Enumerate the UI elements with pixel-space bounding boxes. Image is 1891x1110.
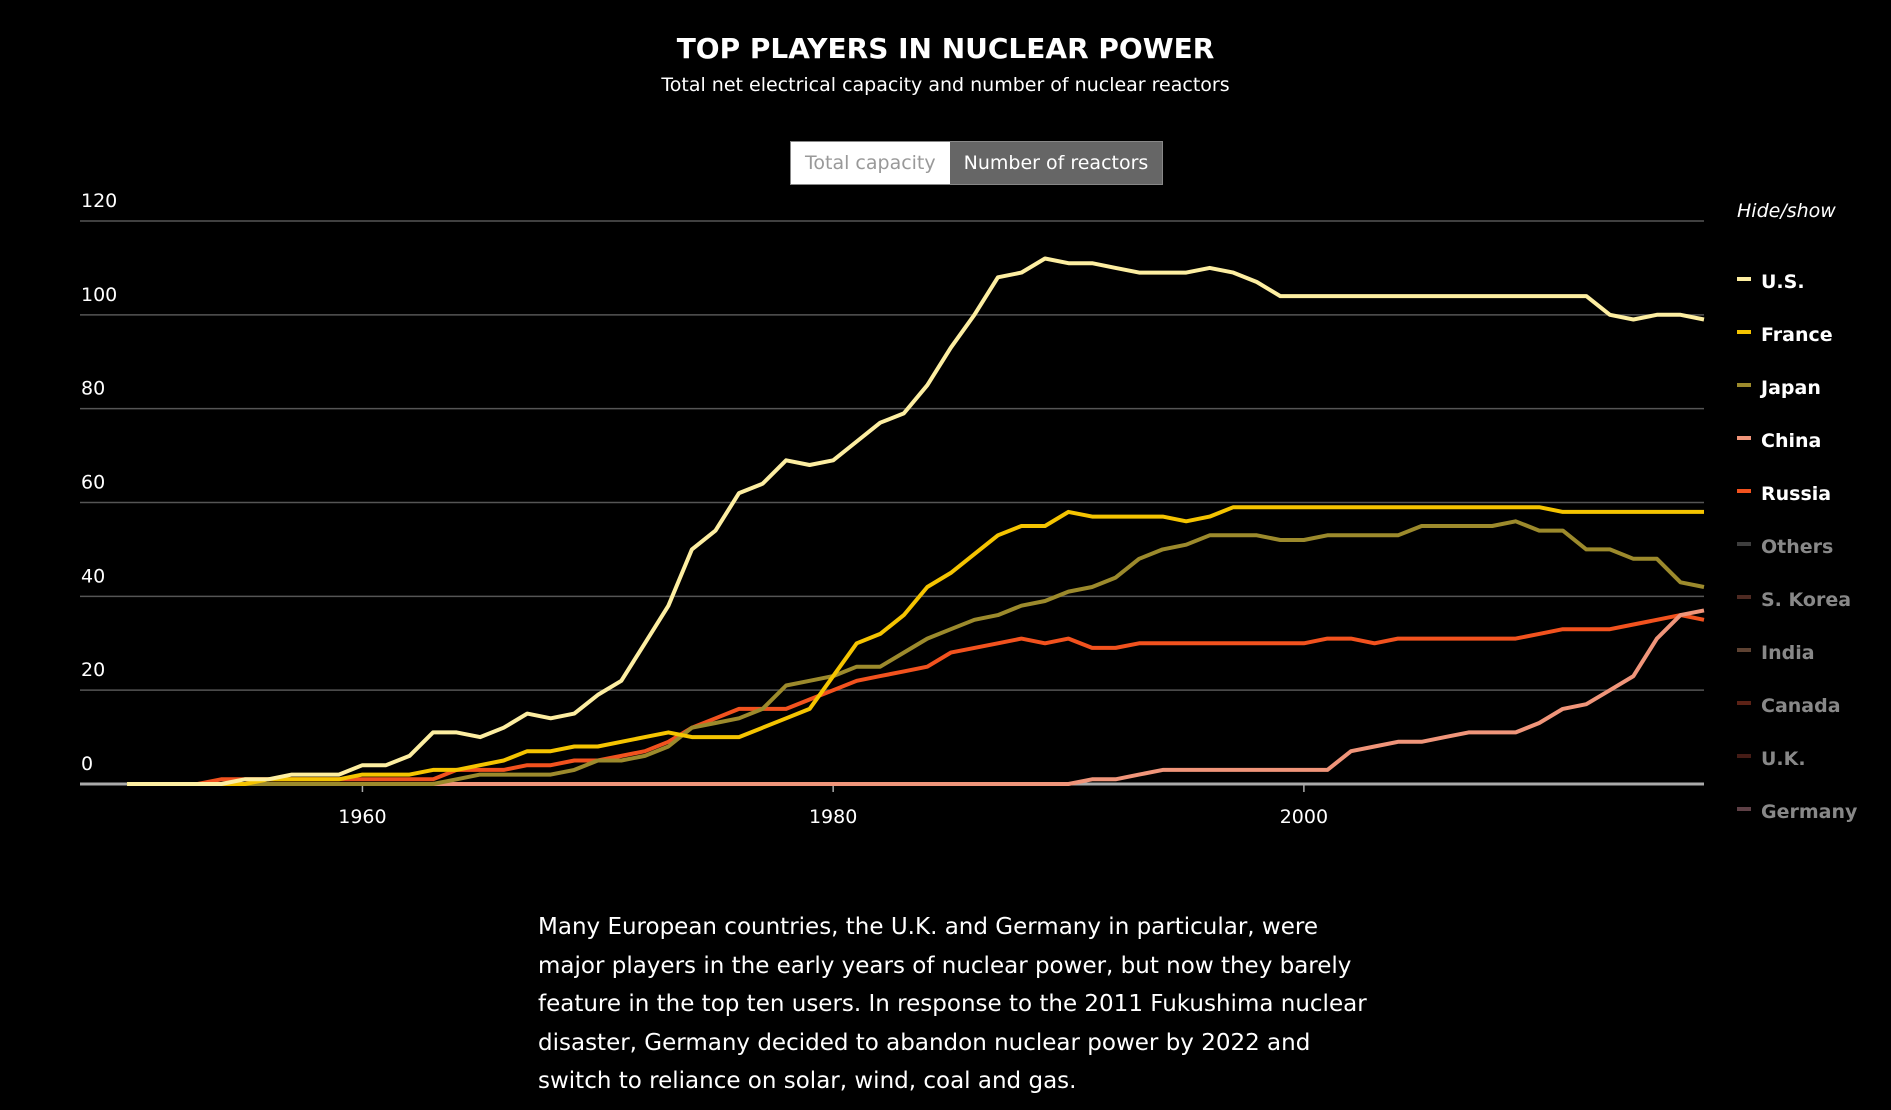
chart-subtitle: Total net electrical capacity and number… [661, 74, 1230, 96]
chart: 0 20 40 60 80 100 120 1960 1980 2000 Hide/show U.S.… [80, 190, 1858, 828]
series-line [127, 519, 1705, 786]
legend-label: Russia [1761, 483, 1831, 505]
toggle-button[interactable]: Number of reactors [949, 142, 1163, 184]
x-tick-label: 1960 [338, 806, 386, 828]
y-tick-label: 120 [81, 190, 117, 212]
legend-label: Others [1761, 536, 1833, 558]
legend-label: China [1761, 430, 1821, 452]
legend-label: India [1761, 642, 1815, 664]
toggle-button[interactable]: Total capacity [791, 142, 950, 184]
description: Many European countries, the U.K. and Ge… [538, 914, 1367, 1094]
y-tick-label: 60 [81, 472, 105, 494]
legend-label: S. Korea [1761, 589, 1851, 611]
legend-label: Canada [1761, 695, 1841, 717]
series-line [127, 505, 1704, 786]
series-line [127, 608, 1705, 786]
y-tick-label: 0 [81, 753, 93, 775]
chart-title: TOP PLAYERS IN NUCLEAR POWER [676, 32, 1215, 65]
x-tick-label: 1980 [809, 806, 857, 828]
legend-label: France [1761, 324, 1833, 346]
legend-label: U.S. [1761, 271, 1805, 293]
y-tick-label: 80 [81, 378, 105, 400]
y-tick-label: 40 [81, 565, 105, 587]
toggle: Total capacity Number of reactors [790, 141, 1164, 185]
x-tick-label: 2000 [1280, 806, 1328, 828]
legend-label: U.K. [1761, 748, 1806, 770]
legend-title: Hide/show [1737, 200, 1836, 222]
series-line [127, 256, 1705, 786]
legend-label: Japan [1759, 377, 1821, 399]
legend-label: Germany [1761, 801, 1858, 823]
y-tick-label: 20 [81, 659, 105, 681]
series-line [127, 613, 1705, 786]
y-tick-label: 100 [81, 284, 117, 306]
